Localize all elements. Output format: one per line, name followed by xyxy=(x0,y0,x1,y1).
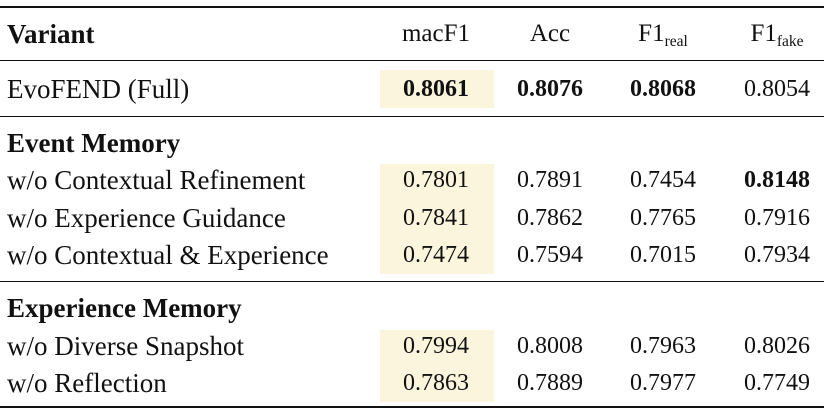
experience-row-2-f1-fake: 0.7749 xyxy=(744,370,810,396)
section-rule xyxy=(0,281,824,282)
experience-row-2-acc: 0.7889 xyxy=(517,370,583,396)
event-row-2-acc: 0.7862 xyxy=(517,205,583,231)
header-f1-fake: F1fake xyxy=(750,20,804,50)
top-rule xyxy=(0,6,824,8)
event-row-1-macf1: 0.7801 xyxy=(403,167,469,193)
full-row-rule xyxy=(0,116,824,117)
experience-row-1-f1-fake: 0.8026 xyxy=(744,333,810,359)
experience-row-2-variant: w/o Reflection xyxy=(7,368,167,398)
header-rule xyxy=(0,60,824,61)
experience-row-1-f1-real: 0.7963 xyxy=(630,333,696,359)
macf1-highlight-full xyxy=(380,70,494,108)
bottom-rule xyxy=(0,406,824,408)
macf1-highlight-event xyxy=(380,164,494,274)
event-row-3-variant: w/o Contextual & Experience xyxy=(7,240,329,270)
full-row-f1-fake: 0.8054 xyxy=(744,76,810,102)
macf1-highlight-experience xyxy=(380,330,494,402)
event-row-3-f1-fake: 0.7934 xyxy=(744,242,810,268)
experience-row-2-f1-real: 0.7977 xyxy=(630,370,696,396)
event-row-2-f1-fake: 0.7916 xyxy=(744,205,810,231)
header-macf1: macF1 xyxy=(401,20,471,47)
header-f1-real: F1real xyxy=(638,20,688,50)
experience-row-1-variant: w/o Diverse Snapshot xyxy=(7,331,244,361)
event-row-2-variant: w/o Experience Guidance xyxy=(7,203,286,233)
full-row-acc: 0.8076 xyxy=(517,76,583,102)
event-row-3-acc: 0.7594 xyxy=(517,242,583,268)
event-row-1-f1-real: 0.7454 xyxy=(630,167,696,193)
experience-row-1-macf1: 0.7994 xyxy=(403,333,469,359)
experience-row-2-macf1: 0.7863 xyxy=(403,370,469,396)
full-row-variant: EvoFEND (Full) xyxy=(7,74,190,104)
event-row-1-variant: w/o Contextual Refinement xyxy=(7,165,306,195)
event-row-1-acc: 0.7891 xyxy=(517,167,583,193)
section-title-event-memory: Event Memory xyxy=(7,128,181,158)
experience-row-1-acc: 0.8008 xyxy=(517,333,583,359)
section-title-experience-memory: Experience Memory xyxy=(7,293,242,323)
event-row-2-f1-real: 0.7765 xyxy=(630,205,696,231)
full-row-macf1: 0.8061 xyxy=(403,76,469,102)
header-variant: Variant xyxy=(7,19,95,49)
full-row-f1-real: 0.8068 xyxy=(630,76,696,102)
event-row-3-macf1: 0.7474 xyxy=(403,242,469,268)
header-acc: Acc xyxy=(529,20,571,47)
event-row-2-macf1: 0.7841 xyxy=(403,205,469,231)
event-row-1-f1-fake: 0.8148 xyxy=(744,167,810,193)
event-row-3-f1-real: 0.7015 xyxy=(630,242,696,268)
